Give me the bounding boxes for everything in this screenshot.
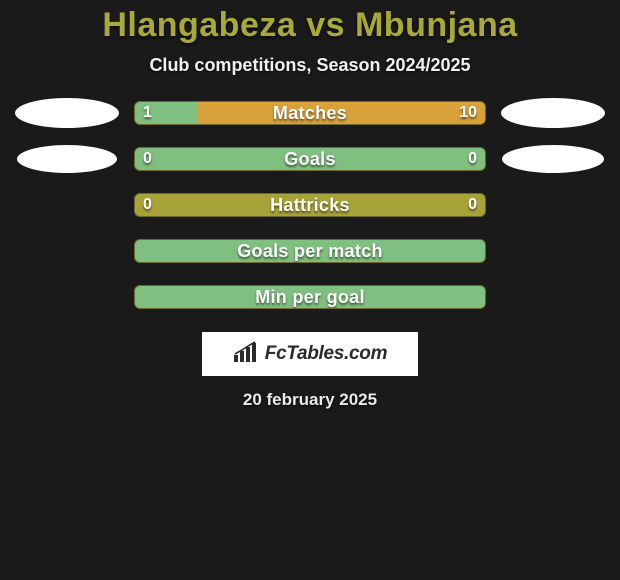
logo-text: FcTables.com [265, 343, 387, 365]
stat-label: Matches [135, 102, 485, 124]
player-avatar [502, 145, 604, 173]
chart-icon [233, 341, 261, 368]
page-title: Hlangabeza vs Mbunjana [0, 0, 620, 45]
player-avatar [15, 98, 119, 128]
stat-bar: 00Goals [134, 147, 486, 171]
avatar-slot-left [0, 145, 134, 173]
subtitle: Club competitions, Season 2024/2025 [0, 55, 620, 76]
stat-row: 00Goals [0, 136, 620, 182]
stat-bar: 110Matches [134, 101, 486, 125]
stat-row: Goals per match [0, 228, 620, 274]
stat-label: Goals [135, 148, 485, 170]
stat-row: Min per goal [0, 274, 620, 320]
stats-container: 110Matches 00Goals 00Hattricks Goals per ma… [0, 90, 620, 320]
avatar-slot-right [486, 145, 620, 173]
stat-row: 110Matches [0, 90, 620, 136]
date-line: 20 february 2025 [0, 390, 620, 410]
stat-bar: Min per goal [134, 285, 486, 309]
logo-box: FcTables.com [202, 332, 418, 376]
stat-label: Goals per match [135, 240, 485, 262]
stat-bar: 00Hattricks [134, 193, 486, 217]
player-avatar [17, 145, 117, 173]
avatar-slot-left [0, 98, 134, 128]
avatar-slot-right [486, 98, 620, 128]
stat-bar: Goals per match [134, 239, 486, 263]
stat-label: Hattricks [135, 194, 485, 216]
stat-row: 00Hattricks [0, 182, 620, 228]
player-avatar [501, 98, 605, 128]
stat-label: Min per goal [135, 286, 485, 308]
